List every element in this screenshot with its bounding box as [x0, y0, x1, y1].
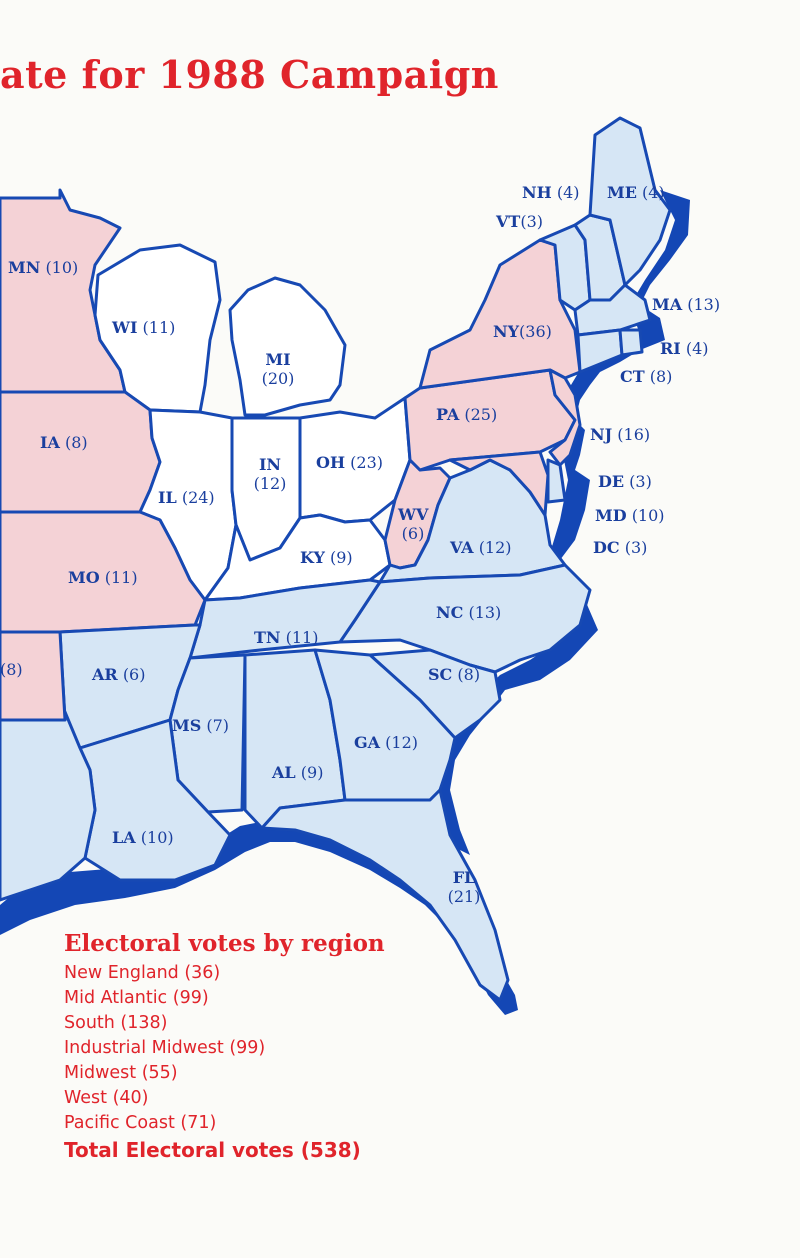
- legend-item-west: West (40): [64, 1088, 149, 1108]
- state-shape-ri: [618, 328, 644, 357]
- coast-shade-northeast: [548, 190, 690, 590]
- state-shape-ct: [576, 328, 624, 374]
- state-label-sc: SC (8): [428, 665, 481, 684]
- legend-item-midwest: Midwest (55): [64, 1063, 178, 1083]
- state-shape-ok-tx: [0, 698, 97, 902]
- map-title: ate for 1988 Campaign: [0, 52, 499, 97]
- state-label-de: DE (3): [598, 472, 652, 491]
- state-shape-wi: [93, 243, 222, 414]
- coast-shade-atlantic: [440, 590, 598, 855]
- legend-item-industrial-midwest: Industrial Midwest (99): [64, 1038, 266, 1058]
- state-label-ms: MS (7): [172, 716, 230, 735]
- state-label-ny: NY(36): [493, 322, 552, 341]
- state-shape-mi: [228, 276, 347, 417]
- state-label-tn: TN (11): [254, 628, 319, 647]
- state-label-il: IL (24): [158, 488, 215, 507]
- legend-title: Electoral votes by region: [64, 930, 385, 957]
- state-label-nj: NJ (16): [590, 425, 651, 444]
- state-label-vt: VT(3): [496, 212, 543, 231]
- state-label-ia: IA (8): [40, 433, 88, 452]
- legend-total: Total Electoral votes (538): [64, 1138, 361, 1162]
- state-label-ga: GA (12): [354, 733, 419, 752]
- state-label-dc: DC (3): [593, 538, 648, 557]
- state-label-ri: RI (4): [660, 339, 709, 358]
- legend-item-new-england: New England (36): [64, 963, 221, 983]
- state-label-fl: FL (21): [447, 868, 481, 906]
- state-label-mn: MN (10): [8, 258, 79, 277]
- state-shape-md: [448, 450, 550, 517]
- state-shape-nc: [338, 563, 592, 674]
- region-legend: Electoral votes by region New England (3…: [64, 930, 385, 1164]
- state-label-ar: AR (6): [92, 665, 146, 684]
- state-label-wi: WI (11): [112, 318, 176, 337]
- state-shape-fl: [260, 788, 510, 1002]
- state-label-nc: NC (13): [436, 603, 502, 622]
- state-label-me: ME (4): [607, 183, 665, 202]
- state-label-wv: WV (6): [398, 505, 429, 543]
- state-shape-de: [546, 458, 567, 504]
- state-label-oh: OH (23): [316, 453, 383, 472]
- state-label-mi: MI (20): [261, 350, 295, 388]
- state-label-la: LA (10): [112, 828, 174, 847]
- state-label-ky: KY (9): [300, 548, 353, 567]
- state-label-partial: (8): [0, 660, 23, 679]
- state-shape-me: [588, 116, 672, 287]
- state-label-ct: CT (8): [620, 367, 673, 386]
- state-label-in: IN (12): [253, 455, 287, 493]
- state-shape-ks-ok: [0, 630, 67, 722]
- state-label-pa: PA (25): [436, 405, 498, 424]
- state-label-va: VA (12): [450, 538, 512, 557]
- state-shape-ia: [0, 390, 162, 514]
- legend-item-south: South (138): [64, 1013, 168, 1033]
- state-label-ma: MA (13): [652, 295, 721, 314]
- state-label-al: AL (9): [272, 763, 324, 782]
- state-label-mo: MO (11): [68, 568, 138, 587]
- state-label-md: MD (10): [595, 506, 665, 525]
- legend-item-mid-atlantic: Mid Atlantic (99): [64, 988, 209, 1008]
- legend-item-pacific-coast: Pacific Coast (71): [64, 1113, 217, 1133]
- state-label-nh: NH (4): [522, 183, 580, 202]
